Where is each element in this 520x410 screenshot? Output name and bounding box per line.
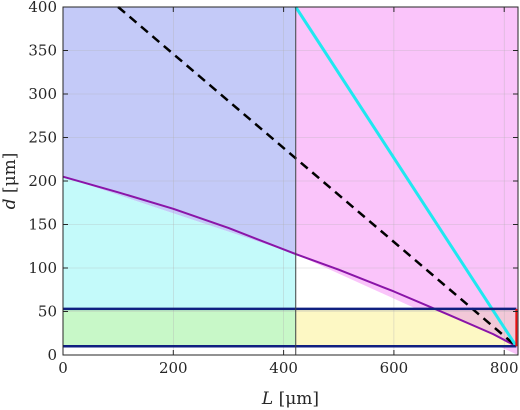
series-purple [62, 175, 517, 348]
x-tick-label: 0 [58, 359, 68, 377]
y-tick-label: 300 [28, 85, 57, 103]
x-tick-label: 200 [159, 359, 188, 377]
y-axis-unit: [μm] [0, 153, 20, 193]
y-tick-label: 350 [28, 42, 57, 60]
x-tick-label: 400 [269, 359, 298, 377]
region-yellow [295, 308, 517, 347]
x-axis-unit: [μm] [279, 389, 319, 409]
y-tick-label: 400 [28, 0, 57, 16]
x-axis-title: L [μm] [261, 389, 319, 409]
y-axis-ticks: 0 50 100 150 200 250 300 350 400 [28, 0, 518, 364]
region-green [63, 308, 296, 347]
y-tick-label: 50 [38, 303, 57, 321]
x-axis-ticks: 0 200 400 600 800 [58, 7, 519, 377]
x-tick-label: 800 [490, 359, 519, 377]
y-tick-label: 200 [28, 172, 57, 190]
y-axis-title: d [μm] [0, 153, 20, 210]
series-dashed [117, 6, 518, 348]
y-tick-label: 150 [28, 216, 57, 234]
y-tick-label: 250 [28, 129, 57, 147]
y-tick-label: 0 [47, 346, 57, 364]
region-cyan [63, 176, 296, 309]
x-tick-label: 600 [380, 359, 409, 377]
y-tick-label: 100 [28, 259, 57, 277]
series-cyan [294, 6, 518, 348]
data-lines [62, 6, 518, 355]
